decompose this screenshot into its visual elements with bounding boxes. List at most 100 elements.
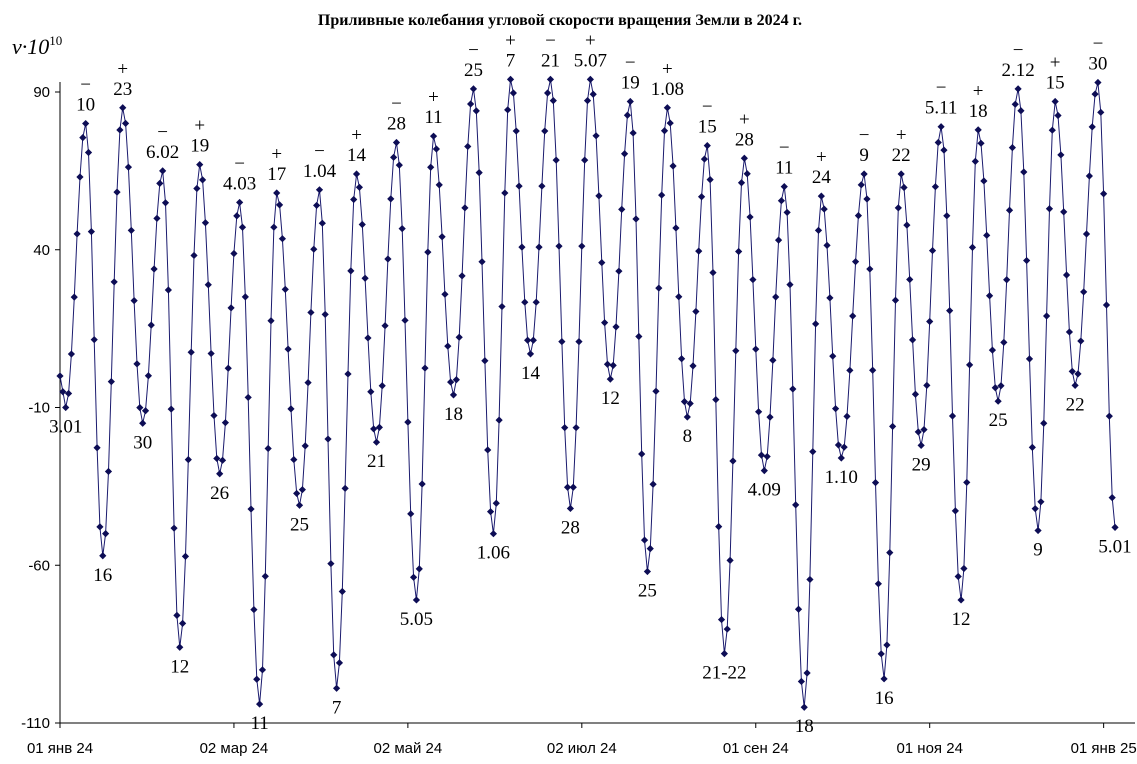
data-point — [692, 307, 700, 316]
data-point — [290, 455, 298, 464]
data-point — [170, 524, 178, 532]
data-point — [367, 388, 375, 396]
trough-label: 1.06 — [477, 543, 510, 564]
data-point — [971, 157, 979, 165]
data-point — [444, 342, 452, 350]
data-point — [495, 416, 503, 424]
data-point — [73, 230, 81, 238]
data-point — [846, 366, 854, 374]
data-point — [398, 225, 406, 233]
peak-label: 4.03 — [223, 173, 256, 194]
y-axis-label-exponent: 10 — [49, 33, 62, 48]
data-point — [760, 467, 768, 475]
data-point — [295, 501, 304, 509]
data-point — [535, 243, 543, 251]
data-point — [977, 139, 985, 147]
data-point — [623, 111, 632, 119]
data-point — [966, 361, 974, 369]
data-point — [147, 321, 155, 329]
data-point — [384, 255, 392, 263]
data-point — [104, 467, 113, 476]
data-point — [840, 443, 848, 451]
x-tick-label: 01 сен 24 — [723, 740, 789, 757]
data-point — [1094, 78, 1102, 87]
extrema-labels: 3.0110−1623+306.02−1219+264.03−1117+251.… — [49, 30, 1132, 737]
data-point — [301, 442, 309, 450]
peak-sign: − — [391, 93, 402, 114]
data-point — [196, 160, 204, 169]
data-point — [207, 349, 215, 358]
data-point — [720, 649, 728, 658]
data-point — [518, 243, 526, 251]
data-point — [293, 489, 301, 498]
data-point — [697, 193, 706, 201]
data-point — [869, 366, 877, 374]
data-point — [421, 364, 429, 372]
data-point — [928, 246, 937, 255]
data-point — [201, 219, 210, 227]
data-point — [903, 221, 911, 229]
data-point — [700, 155, 709, 163]
data-point — [210, 411, 218, 420]
peak-label: 7 — [506, 50, 516, 71]
data-point — [906, 275, 914, 284]
data-point — [786, 281, 794, 289]
data-point — [669, 162, 677, 170]
trough-label: 11 — [250, 713, 268, 734]
data-point — [957, 596, 965, 604]
data-point — [592, 132, 600, 140]
data-point — [655, 284, 663, 292]
data-point — [974, 126, 982, 134]
data-point — [267, 317, 275, 325]
data-point — [934, 138, 942, 147]
data-point — [826, 294, 834, 302]
data-point — [401, 316, 409, 324]
data-point — [375, 423, 383, 431]
data-point — [139, 419, 147, 427]
data-point — [441, 290, 449, 298]
data-point — [79, 134, 87, 142]
peak-sign: + — [973, 81, 984, 102]
data-point — [116, 126, 124, 134]
data-point — [350, 195, 358, 204]
data-point — [119, 104, 127, 112]
data-point — [658, 191, 666, 199]
peak-sign: − — [1093, 34, 1104, 55]
peak-label: 17 — [267, 164, 286, 185]
data-point — [407, 510, 415, 518]
data-point — [461, 204, 469, 212]
data-point — [464, 142, 472, 151]
data-point — [1020, 168, 1028, 176]
data-point — [233, 212, 241, 220]
data-point — [994, 397, 1002, 405]
data-point — [555, 242, 563, 250]
peak-sign: + — [816, 147, 827, 168]
trough-label: 25 — [989, 410, 1008, 431]
data-point — [891, 296, 900, 304]
data-point — [854, 212, 863, 220]
data-point — [498, 302, 506, 311]
data-point — [190, 251, 198, 260]
peak-label: 30 — [1088, 54, 1107, 75]
trough-label: 22 — [1066, 394, 1085, 415]
data-point — [176, 643, 184, 651]
peak-sign: − — [80, 75, 91, 96]
data-point — [284, 345, 292, 353]
data-point — [435, 181, 443, 189]
data-point — [213, 454, 221, 463]
data-point — [96, 523, 104, 531]
peak-sign: + — [662, 59, 673, 80]
data-point — [737, 179, 746, 187]
data-point — [900, 183, 908, 192]
data-point — [575, 338, 583, 346]
peak-label: 11 — [775, 158, 793, 179]
data-point — [347, 267, 355, 275]
data-point — [506, 75, 515, 83]
data-point — [769, 356, 777, 364]
peak-sign: + — [271, 144, 282, 165]
data-point — [595, 192, 603, 200]
data-point — [831, 405, 840, 413]
trough-label: 9 — [1033, 540, 1043, 561]
trough-label: 26 — [210, 483, 229, 504]
data-point — [1051, 97, 1059, 106]
